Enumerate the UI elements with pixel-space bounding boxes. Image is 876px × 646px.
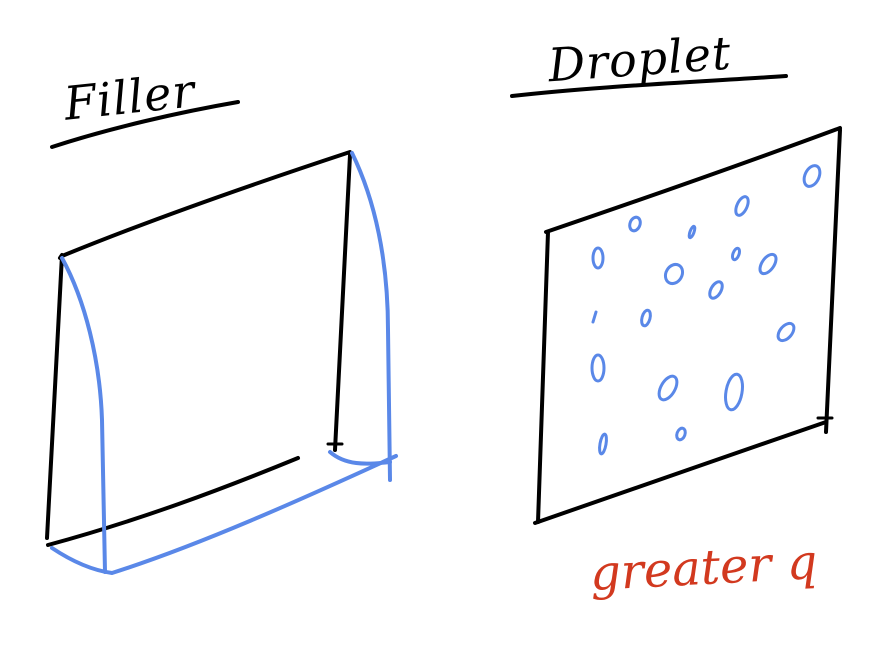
droplet-note: greater q bbox=[588, 534, 819, 602]
droplet bbox=[663, 262, 685, 286]
droplets bbox=[590, 164, 822, 456]
droplet-left-edge bbox=[536, 230, 550, 524]
filler-fill-bottom bbox=[50, 454, 398, 575]
droplet bbox=[708, 280, 724, 300]
filler-title-underline bbox=[50, 100, 240, 149]
droplet bbox=[724, 372, 744, 412]
filler-top-edge bbox=[60, 150, 352, 258]
droplet-top-edge bbox=[544, 126, 842, 234]
droplet bbox=[758, 252, 778, 276]
droplet-diagram bbox=[510, 74, 842, 525]
filler-diagram bbox=[45, 100, 398, 575]
droplet bbox=[640, 308, 652, 328]
droplet-right-edge bbox=[824, 128, 842, 434]
droplet bbox=[687, 224, 697, 240]
droplet-title-underline bbox=[510, 74, 788, 98]
droplet bbox=[591, 310, 598, 324]
droplet bbox=[657, 374, 679, 402]
droplet bbox=[802, 164, 822, 188]
droplet bbox=[591, 246, 605, 270]
filler-fill-right bbox=[350, 151, 392, 482]
droplet bbox=[590, 353, 606, 383]
droplet bbox=[675, 426, 687, 442]
droplet bbox=[628, 215, 642, 233]
filler-bottom-edge bbox=[46, 456, 300, 547]
filler-back-right-edge bbox=[333, 153, 352, 452]
filler-front-left-edge bbox=[45, 253, 64, 540]
filler-fill-base-right bbox=[328, 450, 392, 466]
droplet bbox=[734, 195, 750, 217]
droplet-bottom-edge bbox=[533, 420, 828, 525]
droplet bbox=[598, 432, 608, 456]
droplet bbox=[776, 321, 796, 343]
filler-fill-left bbox=[60, 256, 107, 574]
droplet bbox=[731, 246, 741, 262]
